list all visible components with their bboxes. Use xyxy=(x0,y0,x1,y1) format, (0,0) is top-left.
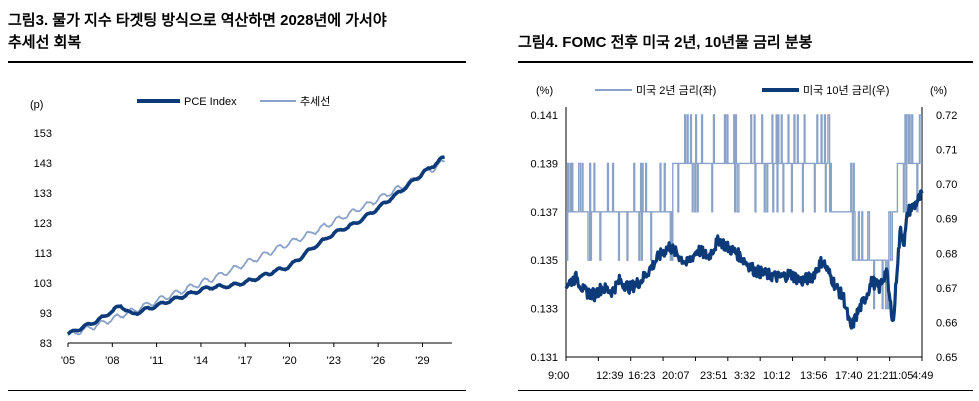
x-tick-label: 10:12 xyxy=(763,370,791,382)
x-tick-label: '23 xyxy=(327,355,341,367)
x-tick-label: '11 xyxy=(150,355,164,367)
x-tick-label: 9:00 xyxy=(548,370,569,382)
y-tick-label: 133 xyxy=(34,188,52,200)
x-tick-label: '20 xyxy=(282,355,296,367)
x-tick-label: 13:56 xyxy=(800,370,828,382)
y-tick-label: 143 xyxy=(34,158,52,170)
figure-3-title-line2: 추세선 회복 xyxy=(8,34,82,51)
left-y-tick-label: 0.137 xyxy=(530,207,558,219)
figure-3-top-rule xyxy=(8,61,466,63)
x-tick-label: '05 xyxy=(61,355,75,367)
legend-label-trend-line: 추세선 xyxy=(300,95,330,108)
right-y-tick-label: 0.70 xyxy=(936,179,957,191)
x-tick-label: 17:40 xyxy=(835,370,863,382)
left-y-tick-label: 0.131 xyxy=(530,352,558,364)
x-tick-label: 3:32 xyxy=(734,370,755,382)
figure-3-title: 그림3. 물가 지수 타겟팅 방식으로 역산하면 2028년에 가서야 추세선 … xyxy=(8,10,387,54)
right-y-tick-label: 0.67 xyxy=(936,283,957,295)
figure-4-title: 그림4. FOMC 전후 미국 2년, 10년물 금리 분봉 xyxy=(518,34,813,51)
x-tick-label: 16:23 xyxy=(628,370,656,382)
x-tick-label: 21:21 xyxy=(867,370,895,382)
right-y-tick-label: 0.65 xyxy=(936,352,957,364)
figure-4-bottom-rule xyxy=(518,390,973,391)
pce-index-series xyxy=(66,155,445,336)
right-y-tick-label: 0.71 xyxy=(936,145,957,157)
right-y-tick-label: 0.68 xyxy=(936,248,957,260)
x-tick-label: 23:51 xyxy=(700,370,728,382)
figure-3-panel: 그림3. 물가 지수 타겟팅 방식으로 역산하면 2028년에 가서야 추세선 … xyxy=(0,0,470,401)
right-axis-unit: (%) xyxy=(930,85,947,97)
legend-label-us-2y: 미국 2년 금리(좌) xyxy=(636,84,716,97)
y-tick-label: 93 xyxy=(40,308,52,320)
right-y-tick-label: 0.69 xyxy=(936,214,957,226)
y-tick-label: 103 xyxy=(34,278,52,290)
x-tick-label: '14 xyxy=(194,355,208,367)
us-10y-series xyxy=(564,189,924,330)
figure-3-chart: (p) 153 143 133 123 113 103 93 83 '05 '08 '11 '14 '17… xyxy=(30,95,452,367)
y-tick-label: 123 xyxy=(34,218,52,230)
figure-4-chart: (%) (%) 0.141 0.139 0.137 0.135 0.133 0.131 0.72… xyxy=(530,84,957,382)
x-tick-label: '08 xyxy=(105,355,119,367)
figure-4-top-rule xyxy=(518,61,973,63)
y-tick-label: 83 xyxy=(40,338,52,350)
x-tick-label: 4:49 xyxy=(912,370,933,382)
figure-3-title-line1: 그림3. 물가 지수 타겟팅 방식으로 역산하면 2028년에 가서야 xyxy=(8,12,387,29)
x-tick-label: 12:39 xyxy=(596,370,624,382)
trend-line-series xyxy=(67,159,445,337)
right-y-tick-label: 0.66 xyxy=(936,317,957,329)
x-tick-label: '29 xyxy=(415,355,429,367)
figure-4-panel: 그림4. FOMC 전후 미국 2년, 10년물 금리 분봉 (%) (%) 0.1… xyxy=(510,0,979,401)
figure-3-bottom-rule xyxy=(8,390,466,391)
left-y-tick-label: 0.139 xyxy=(530,158,558,170)
left-y-tick-label: 0.135 xyxy=(530,255,558,267)
left-y-tick-label: 0.141 xyxy=(530,110,558,122)
left-y-tick-label: 0.133 xyxy=(530,304,558,316)
us-2y-series xyxy=(566,114,922,310)
x-tick-label: '26 xyxy=(371,355,385,367)
left-axis-unit: (%) xyxy=(536,85,553,97)
y-axis-unit: (p) xyxy=(30,99,43,111)
right-y-tick-label: 0.72 xyxy=(936,110,957,122)
x-tick-label: 20:07 xyxy=(662,370,690,382)
legend-label-pce-index: PCE Index xyxy=(184,96,237,108)
legend-label-us-10y: 미국 10년 금리(우) xyxy=(803,84,889,97)
x-tick-label: 1:05 xyxy=(892,370,913,382)
x-tick-label: '17 xyxy=(238,355,252,367)
y-tick-label: 153 xyxy=(34,128,52,140)
y-tick-label: 113 xyxy=(34,248,52,260)
